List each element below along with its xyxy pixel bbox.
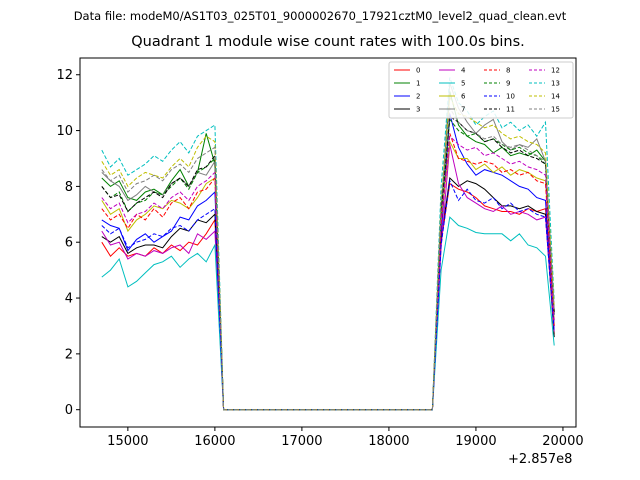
x-tick-label-17000: 17000 — [281, 434, 322, 449]
x-tick-label-19000: 19000 — [455, 434, 496, 449]
legend-label-4: 4 — [461, 67, 466, 75]
x-tick-label-15000: 15000 — [107, 434, 148, 449]
series-line-9 — [101, 118, 555, 411]
y-tick-label-0: 0 — [65, 403, 73, 418]
legend-label-1: 1 — [416, 80, 420, 88]
series-line-15 — [101, 106, 555, 411]
y-tick-label-12: 12 — [56, 68, 73, 83]
series-line-12 — [101, 135, 555, 411]
series-line-6 — [101, 140, 555, 411]
legend-label-14: 14 — [551, 93, 560, 101]
x-offset-label: +2.857e8 — [508, 452, 573, 467]
legend-label-5: 5 — [461, 80, 465, 88]
series-line-10 — [101, 178, 555, 411]
series-line-0 — [101, 182, 555, 411]
y-tick-label-6: 6 — [65, 236, 73, 251]
chart-title: Quadrant 1 module wise count rates with … — [131, 34, 525, 50]
x-tick-label-16000: 16000 — [194, 434, 235, 449]
y-tick-label-4: 4 — [65, 292, 73, 307]
legend-label-6: 6 — [461, 93, 466, 101]
series-line-2 — [101, 113, 555, 411]
legend-label-7: 7 — [461, 106, 465, 114]
x-tick-label-20000: 20000 — [542, 434, 583, 449]
legend-box — [388, 61, 574, 119]
legend-label-8: 8 — [506, 67, 510, 75]
series-line-8 — [101, 133, 555, 411]
legend-label-13: 13 — [551, 80, 560, 88]
y-tick-label-10: 10 — [56, 124, 73, 139]
legend-label-9: 9 — [506, 80, 510, 88]
series-line-11 — [101, 115, 555, 411]
series-line-3 — [101, 176, 555, 411]
legend-label-2: 2 — [416, 93, 420, 101]
x-tick-label-18000: 18000 — [368, 434, 409, 449]
legend-label-10: 10 — [506, 93, 515, 101]
y-tick-label-8: 8 — [65, 180, 73, 195]
series-line-13 — [101, 77, 555, 411]
series-line-14 — [101, 95, 555, 411]
series-line-1 — [101, 91, 555, 411]
legend-label-12: 12 — [551, 67, 560, 75]
legend-label-0: 0 — [416, 67, 420, 75]
legend-label-3: 3 — [416, 106, 420, 114]
suptitle: Data file: modeM0/AS1T03_025T01_90000026… — [73, 9, 567, 23]
legend-label-11: 11 — [506, 106, 515, 114]
legend-label-15: 15 — [551, 106, 560, 114]
y-tick-label-2: 2 — [65, 347, 73, 362]
